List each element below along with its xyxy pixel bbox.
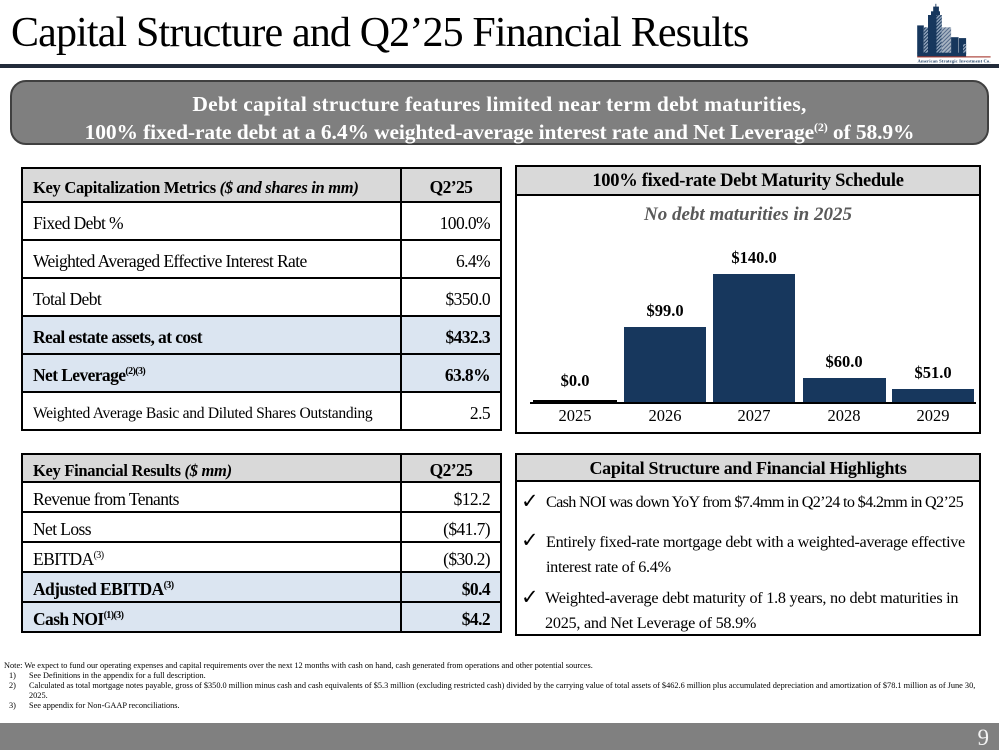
svg-text:American Strategic Investment: American Strategic Investment Co. xyxy=(918,58,991,63)
